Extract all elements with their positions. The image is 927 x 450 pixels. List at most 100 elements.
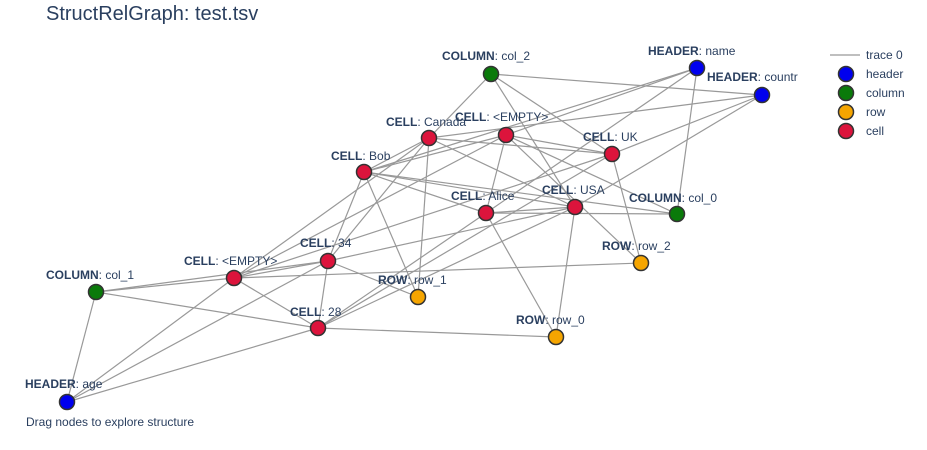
column-node[interactable] xyxy=(482,65,500,83)
node-value: row_1 xyxy=(414,273,447,287)
node-layer[interactable] xyxy=(58,59,771,411)
edge xyxy=(363,171,487,214)
edge xyxy=(611,153,642,264)
edge-layer xyxy=(66,67,763,403)
header-node[interactable] xyxy=(58,393,76,411)
cell-node[interactable] xyxy=(319,252,337,270)
column-node-label: COLUMN: col_1 xyxy=(46,268,134,282)
node-value: Bob xyxy=(369,149,391,163)
chart-title: StructRelGraph: test.tsv xyxy=(46,3,258,25)
edge xyxy=(611,94,763,155)
cell-node-label: CELL: Alice xyxy=(451,189,515,203)
legend-item-header[interactable]: header xyxy=(866,67,903,81)
row-node-label: ROW: row_2 xyxy=(602,239,671,253)
edge xyxy=(66,327,319,403)
edge xyxy=(233,134,507,279)
column-node-label: COLUMN: col_0 xyxy=(629,191,717,205)
row-node[interactable] xyxy=(409,288,427,306)
node-value: row_0 xyxy=(552,313,585,327)
cell-node-label: CELL: USA xyxy=(542,183,605,197)
cell-node[interactable] xyxy=(566,198,584,216)
edge xyxy=(676,67,698,215)
node-value: <EMPTY> xyxy=(493,110,548,124)
edge xyxy=(233,153,613,279)
column-node-label: COLUMN: col_2 xyxy=(442,49,530,63)
node-value: <EMPTY> xyxy=(222,254,277,268)
edge xyxy=(66,260,329,403)
row-node[interactable] xyxy=(632,254,650,272)
header-node-label: HEADER: age xyxy=(25,377,103,391)
node-kind: HEADER xyxy=(648,44,699,58)
edge xyxy=(66,291,97,403)
row-node[interactable] xyxy=(547,328,565,346)
node-value: USA xyxy=(580,183,605,197)
header-node[interactable] xyxy=(753,86,771,104)
edge xyxy=(490,73,763,96)
edge xyxy=(485,212,557,338)
edge xyxy=(363,171,419,298)
edge xyxy=(327,260,419,298)
legend-swatch-column xyxy=(837,84,855,102)
cell-node[interactable] xyxy=(225,269,243,287)
legend-swatch-header xyxy=(837,65,855,83)
node-kind: CELL xyxy=(455,110,486,124)
label-layer: HEADER: name HEADER: countr HEADER: age COL… xyxy=(25,44,798,391)
cell-node[interactable] xyxy=(355,163,373,181)
node-value: col_2 xyxy=(501,49,530,63)
edge xyxy=(317,327,557,338)
legend-item-column[interactable]: column xyxy=(866,86,905,100)
node-kind: COLUMN xyxy=(46,268,99,282)
edge xyxy=(317,153,613,329)
node-kind: CELL xyxy=(290,305,321,319)
edge xyxy=(317,206,576,329)
edge xyxy=(363,171,576,208)
node-kind: CELL xyxy=(184,254,215,268)
cell-node-label: CELL: Bob xyxy=(331,149,391,163)
edge xyxy=(363,137,430,173)
caption: Drag nodes to explore structure xyxy=(26,415,194,429)
legend-item-cell[interactable]: cell xyxy=(866,124,884,138)
cell-node[interactable] xyxy=(477,204,495,222)
edge xyxy=(505,134,613,155)
node-value: col_0 xyxy=(688,191,717,205)
cell-node-label: CELL: Canada xyxy=(386,115,466,129)
node-kind: COLUMN xyxy=(442,49,495,63)
column-node[interactable] xyxy=(87,283,105,301)
node-value: row_2 xyxy=(638,239,671,253)
edge xyxy=(574,94,763,208)
cell-node-label: CELL: <EMPTY> xyxy=(184,254,277,268)
column-node[interactable] xyxy=(668,205,686,223)
header-node[interactable] xyxy=(688,59,706,77)
node-kind: CELL xyxy=(451,189,482,203)
node-value: col_1 xyxy=(105,268,134,282)
legend[interactable]: trace 0 header column row cell xyxy=(830,48,905,140)
edge xyxy=(428,137,576,208)
edge xyxy=(363,134,507,173)
node-kind: CELL xyxy=(386,115,417,129)
node-kind: COLUMN xyxy=(629,191,682,205)
cell-node-label: CELL: UK xyxy=(583,130,638,144)
row-node-label: ROW: row_1 xyxy=(378,273,447,287)
cell-node[interactable] xyxy=(309,319,327,337)
cell-node[interactable] xyxy=(497,126,515,144)
cell-node-label: CELL: 34 xyxy=(300,236,352,250)
edge xyxy=(490,73,613,155)
legend-swatch-row xyxy=(837,103,855,121)
legend-item-row[interactable]: row xyxy=(866,105,886,119)
cell-node[interactable] xyxy=(420,129,438,147)
edge xyxy=(485,212,678,215)
edge xyxy=(555,206,576,338)
node-kind: CELL xyxy=(300,236,331,250)
legend-edge-label[interactable]: trace 0 xyxy=(866,48,903,62)
node-value: 28 xyxy=(328,305,342,319)
cell-node[interactable] xyxy=(603,145,621,163)
node-value: countr xyxy=(764,70,797,84)
edge xyxy=(417,137,430,298)
node-kind: CELL xyxy=(331,149,362,163)
node-kind: ROW xyxy=(378,273,408,287)
edge xyxy=(233,262,642,279)
edge xyxy=(66,277,235,403)
node-value: Alice xyxy=(488,189,514,203)
edge xyxy=(95,277,235,293)
